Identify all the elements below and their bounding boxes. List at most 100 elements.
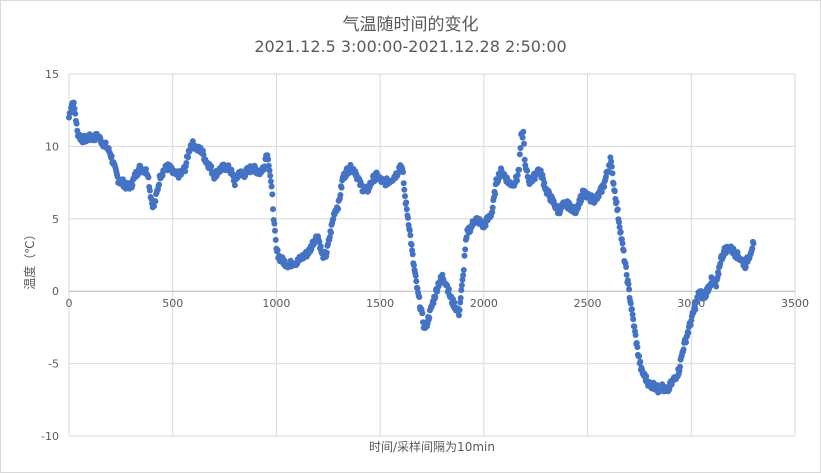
data-point: [407, 232, 414, 239]
data-point: [272, 227, 278, 234]
data-point: [73, 120, 80, 127]
data-point: [521, 156, 528, 163]
data-point: [625, 281, 632, 288]
data-point: [269, 191, 276, 198]
data-point: [409, 251, 416, 258]
data-point: [272, 236, 279, 243]
data-point: [634, 344, 641, 351]
data-point: [159, 172, 166, 179]
data-point: [541, 179, 548, 186]
data-point: [151, 203, 157, 210]
y-tick-label: -10: [41, 430, 59, 443]
data-point: [231, 182, 238, 189]
data-point: [463, 234, 470, 241]
y-tick-label: 0: [52, 285, 59, 298]
data-point: [620, 247, 627, 254]
data-point: [337, 192, 344, 198]
data-point: [631, 323, 638, 330]
data-point: [317, 243, 324, 250]
data-point: [636, 353, 643, 360]
data-point: [271, 220, 278, 227]
data-point: [338, 184, 345, 191]
data-point: [623, 271, 630, 278]
data-point: [67, 109, 74, 116]
data-point: [611, 188, 618, 195]
data-point: [608, 163, 615, 170]
data-point: [460, 267, 467, 273]
x-tick-label: 2000: [470, 297, 498, 310]
data-point: [145, 174, 152, 181]
data-point: [623, 264, 630, 270]
data-point: [72, 110, 79, 117]
data-point: [514, 177, 520, 184]
data-point: [200, 151, 207, 158]
data-point: [146, 187, 153, 194]
data-point: [687, 322, 694, 329]
data-point: [749, 245, 756, 252]
data-points: [66, 99, 757, 396]
data-point: [267, 172, 274, 179]
data-point: [152, 198, 159, 205]
data-point: [430, 300, 437, 307]
data-point: [70, 99, 77, 106]
data-point: [413, 278, 420, 285]
data-point: [102, 139, 109, 146]
data-point: [514, 172, 521, 179]
data-point: [516, 151, 523, 158]
x-axis-title: 时间/采样间隔为10min: [369, 439, 495, 454]
data-point: [457, 299, 464, 306]
data-point: [632, 332, 639, 338]
data-point: [129, 182, 136, 189]
data-point: [400, 180, 407, 187]
x-tick-label: 0: [66, 297, 73, 310]
data-point: [432, 294, 439, 300]
data-point: [458, 287, 465, 294]
data-point: [274, 247, 281, 254]
data-point: [268, 183, 275, 190]
x-tick-labels: 0 500 1000 1500 2000 2500 3000 3500: [66, 297, 810, 310]
data-point: [524, 167, 531, 174]
data-point: [610, 180, 617, 187]
data-point: [677, 363, 683, 370]
data-point: [265, 156, 272, 163]
x-tick-label: 500: [162, 297, 183, 310]
y-tick-label: -5: [48, 358, 59, 371]
data-point: [71, 105, 78, 112]
data-point: [713, 283, 720, 290]
data-point: [451, 299, 458, 306]
data-point: [395, 169, 402, 176]
data-point: [653, 382, 660, 388]
chart-title: 气温随时间的变化: [342, 15, 479, 35]
y-axis-title: 温度（℃）: [22, 228, 37, 289]
data-point: [459, 276, 466, 283]
data-point: [456, 307, 463, 313]
data-point: [143, 166, 149, 173]
data-point: [619, 240, 626, 247]
data-point: [643, 373, 650, 380]
x-tick-label: 1000: [262, 297, 290, 310]
y-tick-label: 10: [45, 140, 59, 153]
data-point: [715, 271, 722, 278]
data-point: [742, 263, 749, 270]
data-point: [492, 191, 499, 198]
data-point: [270, 206, 276, 213]
data-point: [489, 204, 496, 211]
data-point: [156, 181, 163, 188]
data-point: [601, 183, 608, 190]
data-point: [183, 160, 190, 166]
data-point: [405, 214, 411, 221]
data-point: [182, 168, 189, 175]
data-point: [408, 241, 415, 248]
data-point: [403, 199, 410, 206]
data-point: [400, 169, 406, 176]
data-point: [401, 186, 408, 193]
data-point: [185, 154, 192, 161]
data-point: [521, 140, 527, 147]
data-point: [595, 193, 602, 200]
data-point: [617, 229, 624, 235]
data-point: [416, 294, 423, 300]
x-tick-label: 2500: [574, 297, 602, 310]
data-point: [460, 272, 467, 279]
data-point: [461, 252, 468, 259]
